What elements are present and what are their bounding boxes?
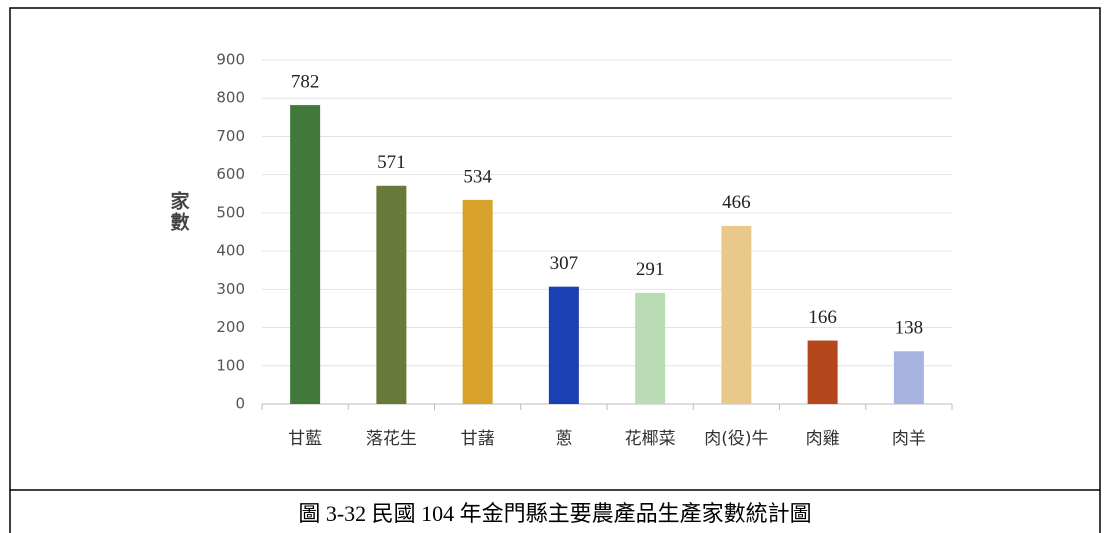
- x-tick-label: 甘藷: [461, 429, 495, 449]
- data-label: 534: [463, 166, 492, 187]
- bar: [376, 186, 406, 404]
- data-label: 291: [636, 259, 665, 280]
- data-label: 138: [895, 318, 924, 339]
- x-tick-label: 蔥: [555, 429, 572, 449]
- data-label: 571: [377, 152, 406, 173]
- y-tick-label: 600: [216, 165, 245, 183]
- y-tick-label: 400: [216, 242, 245, 260]
- bar: [290, 105, 320, 404]
- bar: [463, 200, 493, 404]
- y-tick-label: 100: [216, 356, 245, 374]
- bar: [721, 226, 751, 404]
- bar: [635, 293, 665, 404]
- bar: [894, 351, 924, 404]
- x-tick-label: 花椰菜: [625, 429, 676, 449]
- data-label: 782: [291, 71, 320, 92]
- chart-frame: [10, 8, 1100, 490]
- y-tick-label: 500: [216, 203, 245, 221]
- y-tick-label: 700: [216, 127, 245, 145]
- x-tick-label: 肉(役)牛: [704, 429, 768, 449]
- data-label: 166: [808, 307, 837, 328]
- y-tick-label: 800: [216, 89, 245, 107]
- y-tick-label: 200: [216, 318, 245, 336]
- x-tick-label: 甘藍: [288, 429, 322, 449]
- data-label: 307: [550, 253, 579, 274]
- data-label: 466: [722, 192, 751, 213]
- y-tick-label: 900: [216, 51, 245, 69]
- bar: [549, 287, 579, 404]
- chart: 圖 3-32 民國 104 年金門縣主要農產品生產家數統計圖 家數 0 100 20…: [0, 0, 1110, 533]
- y-axis-label: 家數: [168, 190, 190, 233]
- y-tick-label: 300: [216, 280, 245, 298]
- y-tick-label: 0: [235, 395, 245, 413]
- x-tick-label: 落花生: [366, 429, 417, 449]
- bar: [808, 341, 838, 404]
- x-tick-label: 肉雞: [806, 429, 840, 449]
- x-tick-label: 肉羊: [892, 429, 926, 449]
- caption: 圖 3-32 民國 104 年金門縣主要農產品生產家數統計圖: [298, 501, 811, 526]
